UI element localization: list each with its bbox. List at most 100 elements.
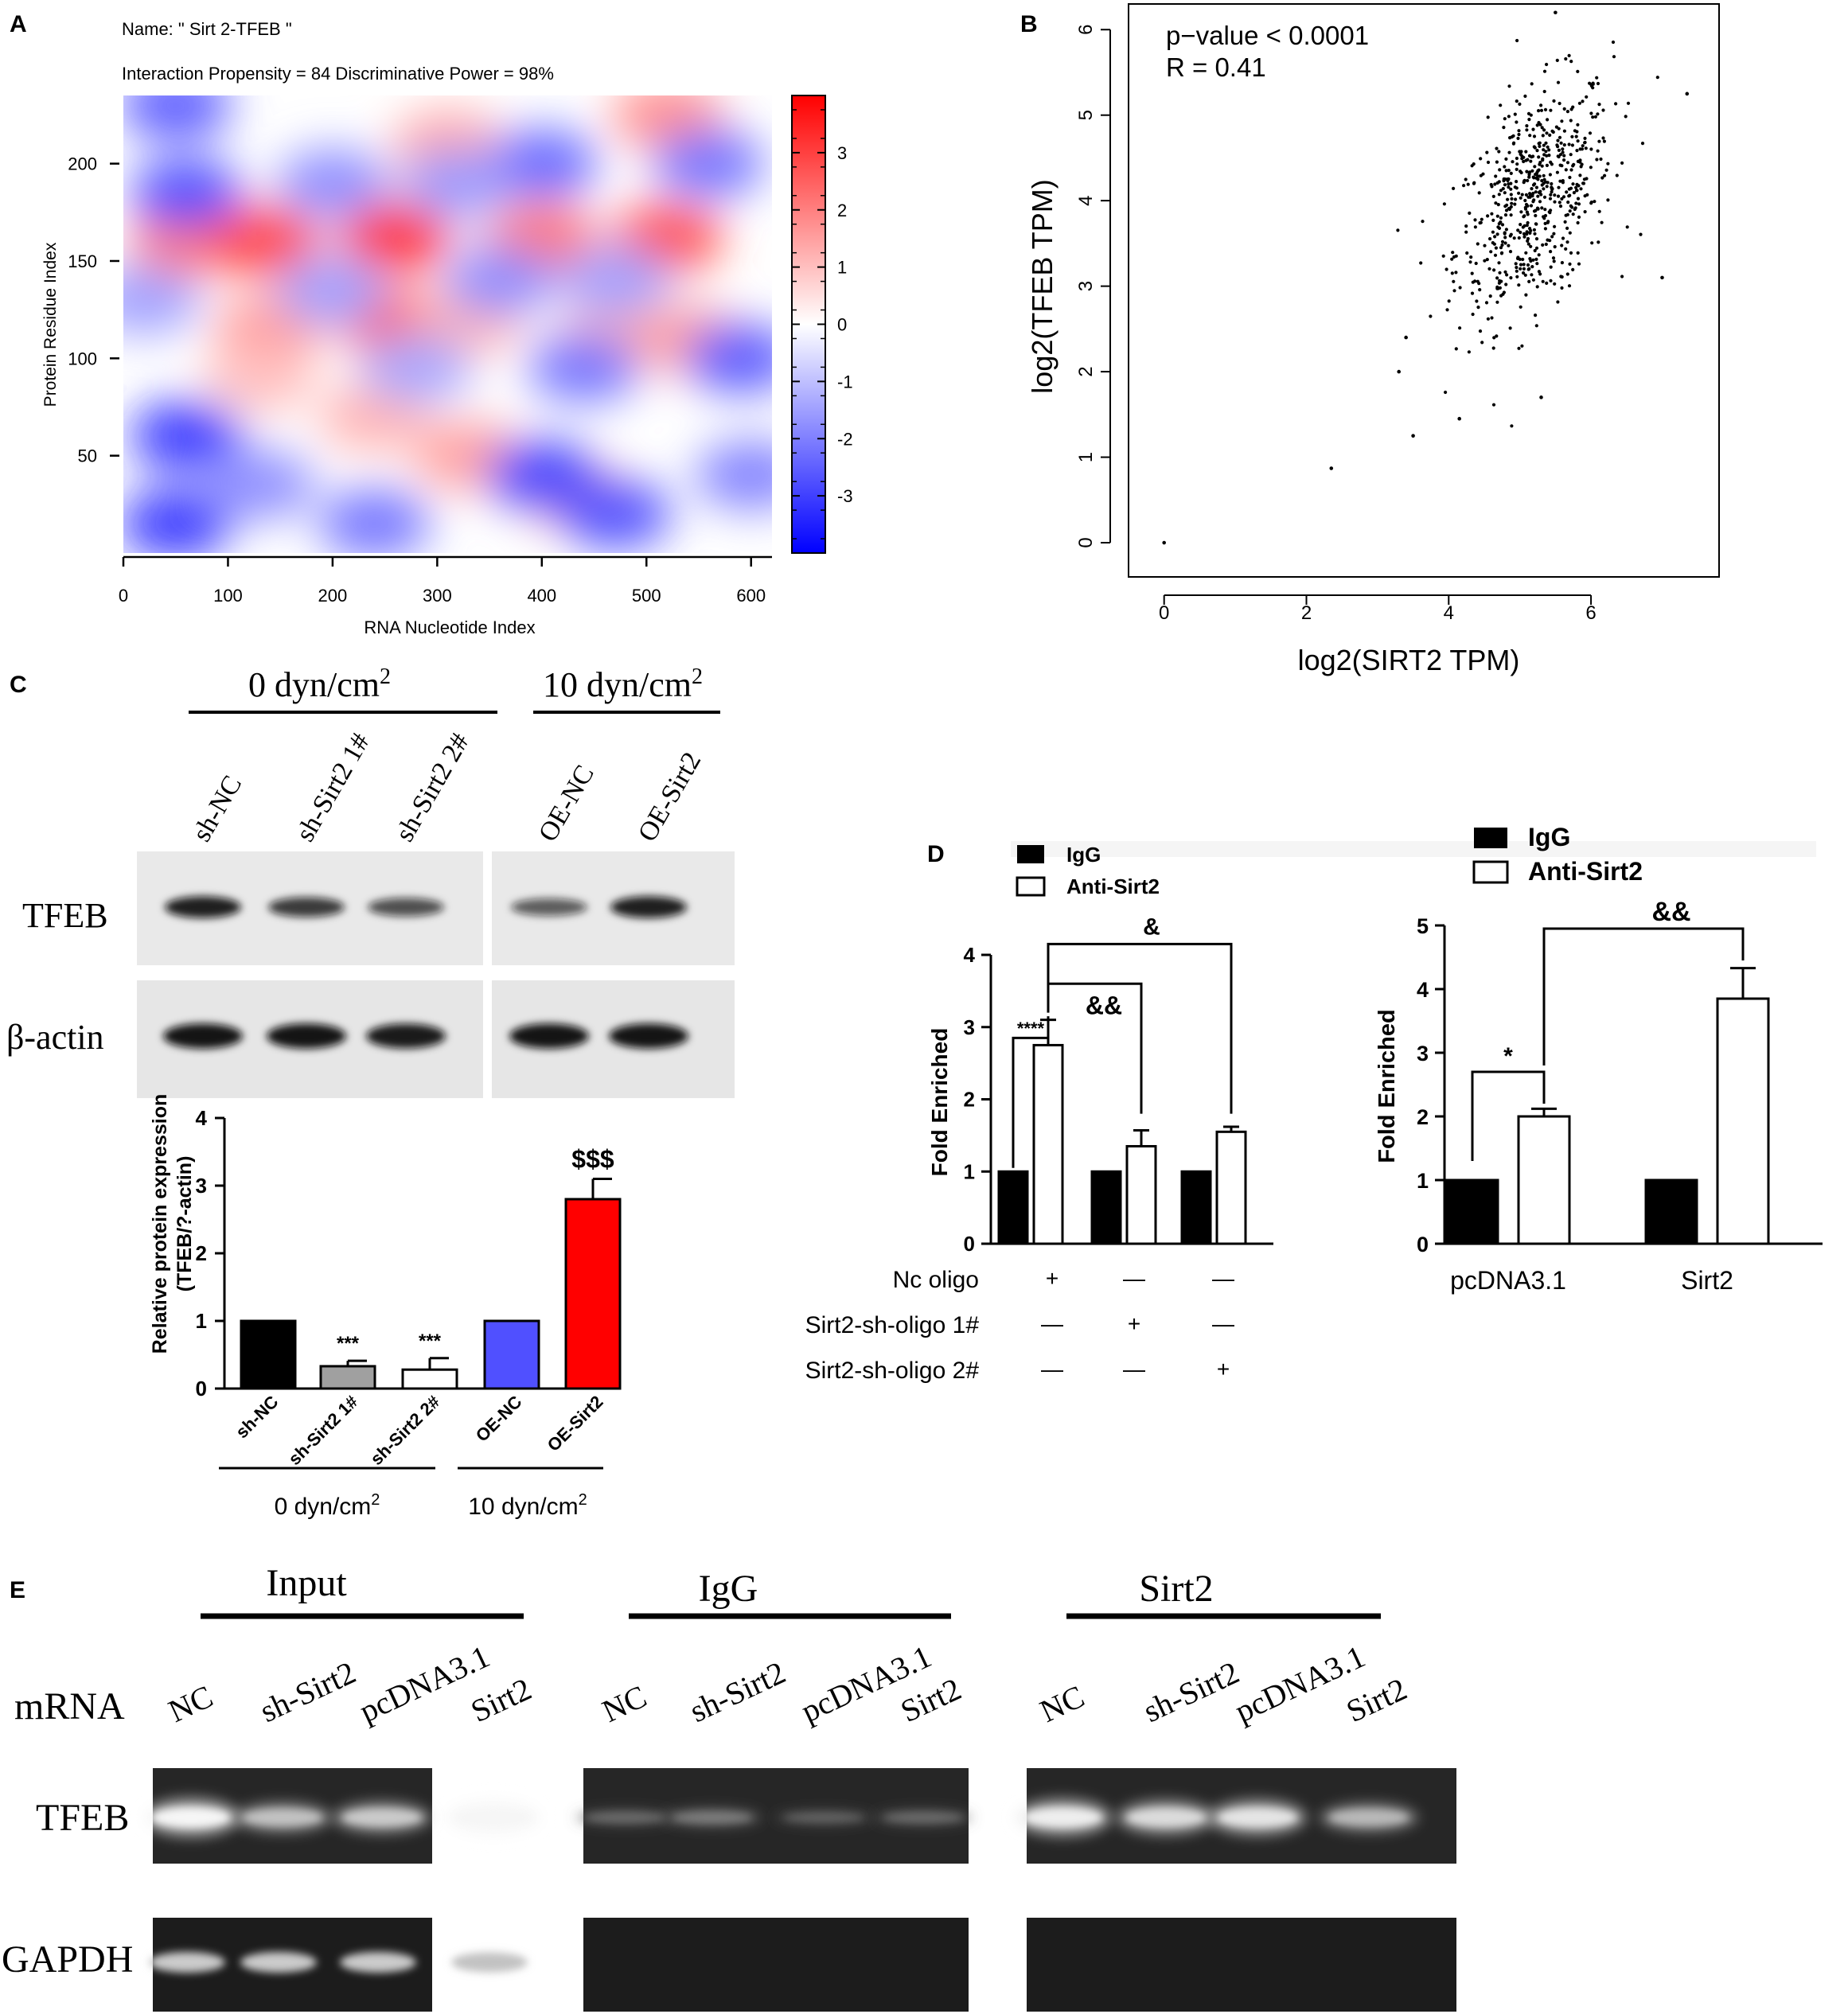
panel-c-bar-ylabel-2: (TFEB/?-actin) <box>173 1156 196 1292</box>
heatmap-cell <box>130 206 242 277</box>
scatter-point <box>1540 179 1544 183</box>
scatter-point <box>1468 211 1472 215</box>
panel-d-right-ylabel: Fold Enriched <box>1374 1009 1400 1163</box>
scatter-point <box>1626 101 1631 105</box>
scatter-point <box>1467 350 1471 354</box>
scatter-point <box>1494 201 1498 205</box>
scatter-point <box>1486 317 1490 321</box>
heatmap-y-tick-label: 50 <box>78 446 97 466</box>
scatter-point <box>1507 207 1511 212</box>
scatter-point <box>1597 103 1601 107</box>
scatter-point <box>1542 181 1546 185</box>
scatter-point <box>1546 220 1550 224</box>
scatter-point <box>1560 261 1564 265</box>
scatter-point <box>1526 267 1530 271</box>
scatter-point <box>1505 273 1509 277</box>
scatter-point <box>1614 102 1618 106</box>
scatter-point <box>1541 243 1545 247</box>
scatter-point <box>1542 187 1546 191</box>
scatter-point <box>1519 263 1523 267</box>
scatter-point <box>1545 163 1549 167</box>
scatter-point <box>1624 115 1628 119</box>
scatter-point <box>1517 191 1521 195</box>
scatter-point <box>1404 335 1408 340</box>
scatter-point <box>1489 250 1493 254</box>
gel-gapdh <box>583 1918 969 2012</box>
blot-band-tfeb <box>610 896 687 918</box>
scatter-point <box>1493 182 1497 186</box>
scatter-point <box>1548 197 1553 201</box>
bar <box>240 1319 297 1390</box>
significance-label: **** <box>1017 1019 1045 1038</box>
scatter-point <box>1555 170 1559 174</box>
significance-bracket <box>1542 927 1745 1065</box>
heatmap-y-ticks: 50 100 150 200 <box>68 154 119 466</box>
gel-band-tfeb <box>883 1812 963 1823</box>
scatter-point <box>1530 169 1534 173</box>
scatter-x-tick-label: 4 <box>1444 602 1454 624</box>
scatter-point <box>1556 194 1561 198</box>
scatter-point <box>1541 158 1545 162</box>
scatter-point <box>1576 139 1580 143</box>
scatter-y-tick-label: 3 <box>1075 281 1097 291</box>
scatter-point <box>1606 162 1610 166</box>
scatter-point <box>1515 269 1519 273</box>
scatter-point <box>1585 193 1589 197</box>
legend-igg-left: IgG <box>1066 843 1101 867</box>
scatter-point <box>1562 143 1566 147</box>
scatter-point <box>1462 184 1466 188</box>
scatter-point <box>1549 279 1553 282</box>
scatter-point <box>1471 312 1475 317</box>
scatter-point <box>1685 92 1690 96</box>
scatter-point <box>1589 201 1593 205</box>
panel-a-letter: A <box>10 11 27 37</box>
scatter-point <box>1590 241 1594 245</box>
scatter-point <box>1511 160 1515 164</box>
scatter-point <box>1484 301 1489 305</box>
scatter-point <box>1560 243 1564 247</box>
scatter-point <box>1573 129 1577 133</box>
scatter-point <box>1567 142 1571 146</box>
scatter-point <box>1600 176 1604 180</box>
scatter-point <box>1500 223 1505 227</box>
scatter-point <box>1536 194 1540 198</box>
scatter-point <box>1523 207 1528 211</box>
scatter-point <box>1568 231 1572 235</box>
scatter-point <box>1515 99 1519 103</box>
bar-y-tick-label: 3 <box>196 1174 207 1198</box>
bar <box>1716 997 1770 1245</box>
heatmap-cell <box>130 401 242 472</box>
scatter-point <box>1553 282 1557 286</box>
panel-e: E Input IgG Sirt2 mRNA TFEB GAPDH NC sh-S… <box>2 1562 1456 2012</box>
bar-y-tick-label: 4 <box>964 943 976 967</box>
scatter-point <box>1491 230 1495 234</box>
scatter-point <box>1475 299 1479 303</box>
scatter-x-label: log2(SIRT2 TPM) <box>1298 644 1520 676</box>
colorbar-tick-label: 0 <box>837 315 847 335</box>
scatter-point <box>1506 197 1510 201</box>
bar-y-tick-label: 2 <box>964 1088 975 1112</box>
scatter-point <box>1597 209 1601 213</box>
scatter-point <box>1570 143 1574 147</box>
scatter-point <box>1569 119 1573 123</box>
scatter-point <box>1553 245 1557 249</box>
scatter-point <box>1552 259 1556 263</box>
scatter-point <box>1505 177 1509 181</box>
bar-y-tick-label: 0 <box>964 1232 975 1256</box>
scatter-point <box>1579 187 1583 191</box>
condition-label: Sirt2-sh-oligo 2# <box>805 1358 980 1384</box>
scatter-point <box>1585 95 1589 99</box>
scatter-point <box>1569 107 1573 111</box>
scatter-point <box>1503 270 1507 274</box>
scatter-point <box>1556 154 1560 158</box>
bar-y-tick-label: 3 <box>964 1015 975 1039</box>
scatter-point <box>1483 259 1487 263</box>
scatter-point <box>1495 214 1499 218</box>
scatter-point <box>1473 218 1477 222</box>
scatter-point <box>1525 224 1529 228</box>
scatter-point <box>1531 154 1535 158</box>
scatter-point <box>1544 242 1548 247</box>
scatter-point <box>1554 10 1558 15</box>
scatter-point <box>1556 138 1560 142</box>
